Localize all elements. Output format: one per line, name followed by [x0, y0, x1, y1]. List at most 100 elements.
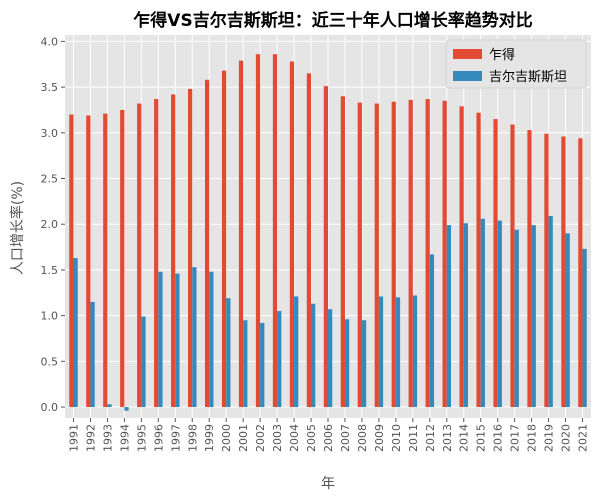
bar-0-1993: [103, 113, 108, 408]
legend-swatch: [453, 71, 482, 81]
bar-1-2015: [480, 218, 485, 408]
bar-0-2017: [510, 124, 515, 408]
x-tick-label: 1998: [186, 424, 199, 452]
bar-0-2000: [221, 70, 227, 408]
x-tick-label: 1992: [84, 424, 97, 452]
x-tick-label: 2003: [271, 424, 284, 452]
x-tick-label: 1996: [152, 424, 165, 452]
y-tick-label: 0.0: [41, 401, 59, 414]
bars: [69, 54, 587, 411]
x-axis-label: 年: [321, 476, 335, 492]
bar-1-2010: [395, 297, 401, 408]
bar-0-1998: [188, 88, 193, 408]
bar-1-1998: [192, 267, 197, 408]
bar-1-1991: [73, 258, 78, 408]
bar-1-1992: [90, 301, 95, 408]
x-tick-label: 2016: [492, 424, 505, 452]
bar-1-2006: [328, 309, 333, 408]
x-tick-label: 1995: [135, 424, 148, 452]
y-tick-label: 1.5: [41, 264, 59, 277]
bar-1-1995: [141, 316, 146, 408]
bar-0-2010: [391, 101, 396, 408]
bar-1-2009: [378, 296, 384, 408]
bar-0-2018: [527, 130, 532, 408]
bar-0-1995: [137, 103, 142, 408]
x-tick-label: 2004: [288, 424, 301, 452]
bar-0-2005: [306, 73, 312, 408]
bar-0-2020: [561, 136, 566, 408]
x-tick-label: 1993: [101, 424, 114, 452]
x-tick-label: 2011: [407, 424, 420, 452]
x-tick-label: 2020: [560, 424, 573, 452]
bar-0-1992: [86, 115, 91, 408]
bar-1-2021: [582, 248, 587, 408]
bar-0-2009: [374, 103, 379, 408]
y-tick-label: 3.0: [41, 127, 59, 140]
bar-0-2006: [323, 86, 328, 408]
x-tick-label: 2021: [577, 424, 590, 452]
x-tick-label: 2000: [220, 424, 233, 452]
y-tick-label: 3.5: [41, 81, 59, 94]
bar-1-1994: [124, 407, 129, 411]
bar-0-2015: [476, 112, 481, 408]
bar-1-2012: [429, 254, 435, 408]
y-tick-label: 2.0: [41, 218, 59, 231]
bar-0-1994: [120, 109, 125, 408]
x-tick-label: 2018: [526, 424, 539, 452]
bar-0-2012: [425, 98, 430, 408]
x-tick-label: 2001: [237, 424, 250, 452]
bar-1-2011: [412, 295, 418, 408]
bar-1-2001: [243, 320, 248, 408]
x-tick-label: 2015: [475, 424, 488, 452]
bar-1-1999: [209, 271, 214, 408]
x-tick-label: 2019: [543, 424, 556, 452]
bar-0-2008: [357, 102, 362, 408]
bar-1-1996: [158, 271, 163, 408]
x-tick-label: 1994: [118, 424, 131, 452]
bar-0-2004: [289, 61, 295, 408]
bar-1-2007: [344, 319, 350, 408]
bar-1-2019: [548, 215, 553, 408]
x-tick-label: 1991: [67, 424, 80, 452]
x-tick-label: 2009: [373, 424, 386, 452]
bar-1-2014: [463, 223, 468, 408]
bar-1-2016: [497, 220, 502, 408]
x-tick-label: 2006: [322, 424, 335, 452]
x-tick-label: 2005: [305, 424, 318, 452]
y-axis-label: 人口增长率(%): [9, 181, 26, 275]
bar-0-1991: [69, 114, 74, 408]
bar-0-2014: [459, 106, 464, 408]
y-tick-label: 1.0: [41, 310, 59, 323]
y-tick-label: 2.5: [41, 173, 59, 186]
bar-0-2002: [255, 54, 261, 408]
x-tick-label: 2008: [356, 424, 369, 452]
x-tick-label: 1999: [203, 424, 216, 452]
y-tick-label: 4.0: [41, 35, 59, 48]
x-tick-label: 2013: [441, 424, 454, 452]
bar-1-2017: [514, 229, 519, 408]
bar-0-2016: [493, 119, 498, 408]
x-axis: 1991 1992 1993 1994 1995 1996 1997 1998 1999 2000…: [67, 418, 590, 452]
bar-1-2020: [565, 233, 570, 408]
y-tick-label: 0.5: [41, 355, 59, 368]
bar-1-2008: [361, 320, 367, 408]
bar-0-1999: [204, 79, 210, 408]
bar-1-1997: [175, 273, 180, 408]
bar-0-2001: [238, 60, 244, 408]
bar-1-1993: [107, 404, 112, 408]
bar-0-2021: [578, 138, 583, 408]
bar-0-2019: [544, 133, 549, 408]
bar-1-2004: [294, 296, 299, 408]
bar-0-2013: [442, 100, 447, 408]
x-tick-label: 2007: [339, 424, 352, 452]
x-tick-label: 2017: [509, 424, 522, 452]
bar-1-2000: [226, 298, 231, 408]
x-tick-label: 2010: [390, 424, 403, 452]
bar-1-2003: [277, 311, 282, 408]
bar-0-2011: [408, 99, 413, 408]
x-tick-label: 2002: [254, 424, 267, 452]
legend-swatch: [453, 49, 482, 59]
legend-label: 吉尔吉斯斯坦: [489, 70, 567, 85]
